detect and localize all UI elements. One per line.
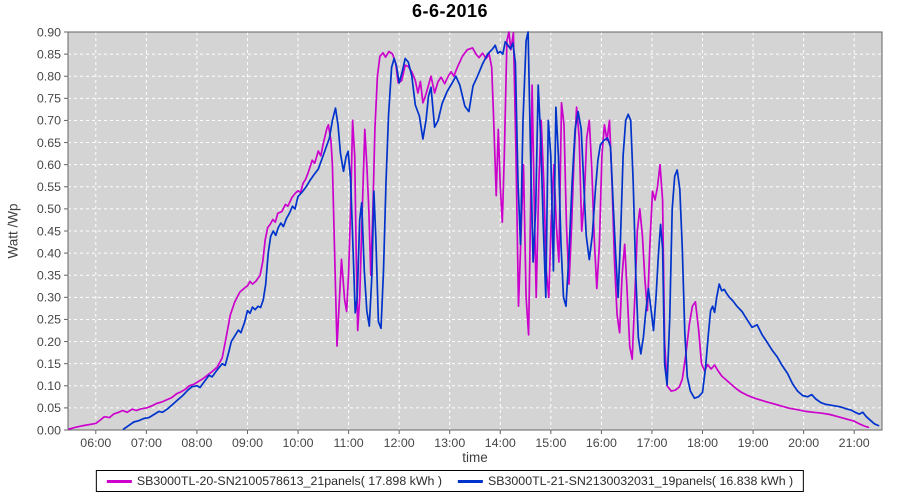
x-tick-label: 07:00 bbox=[131, 436, 162, 450]
y-tick-label: 0.40 bbox=[37, 246, 61, 260]
x-tick-label: 17:00 bbox=[636, 436, 667, 450]
y-tick-label: 0.00 bbox=[37, 423, 61, 437]
series-line-swatch-blue bbox=[458, 479, 483, 483]
y-tick-label: 0.50 bbox=[37, 202, 61, 216]
series-line-swatch-magenta bbox=[106, 479, 132, 483]
plot-border bbox=[67, 31, 883, 431]
y-tick-label: 0.85 bbox=[37, 47, 61, 61]
x-tick-label: 15:00 bbox=[535, 436, 566, 450]
x-tick-label: 18:00 bbox=[687, 436, 718, 450]
x-tick-label: 11:00 bbox=[334, 436, 364, 450]
y-tick-label: 0.55 bbox=[37, 180, 61, 194]
y-tick-label: 0.90 bbox=[37, 25, 61, 39]
y-tick-label: 0.05 bbox=[37, 401, 61, 415]
legend-label: SB3000TL-20-SN2100578613_21panels( 17.89… bbox=[136, 474, 442, 488]
x-tick-label: 08:00 bbox=[181, 436, 212, 450]
y-tick-label: 0.10 bbox=[37, 379, 61, 393]
chart-title: 6-6-2016 bbox=[411, 1, 489, 21]
x-tick-label: 21:00 bbox=[839, 436, 870, 450]
x-tick-label: 09:00 bbox=[232, 436, 263, 450]
y-tick-label: 0.75 bbox=[37, 92, 61, 106]
legend-item-sb3000tl-20: SB3000TL-20-SN2100578613_21panels( 17.89… bbox=[106, 474, 442, 488]
plot-area: 0.00 0.05 0.10 0.15 0.20 0.25 0.30 0.35 0.40 0.45… bbox=[37, 25, 883, 450]
x-tick-label: 13:00 bbox=[434, 436, 465, 450]
x-tick-label: 14:00 bbox=[485, 436, 516, 450]
x-tick-label: 10:00 bbox=[283, 436, 314, 450]
y-tick-label: 0.80 bbox=[37, 70, 61, 84]
y-tick-label: 0.25 bbox=[37, 313, 61, 327]
x-tick-label: 12:00 bbox=[384, 436, 415, 450]
legend: SB3000TL-20-SN2100578613_21panels( 17.89… bbox=[95, 470, 805, 492]
x-tick-label: 20:00 bbox=[788, 436, 819, 450]
y-tick-label: 0.65 bbox=[37, 136, 61, 150]
x-tick-label: 16:00 bbox=[586, 436, 617, 450]
x-tick-label: 19:00 bbox=[738, 436, 769, 450]
x-axis-label: time bbox=[462, 450, 488, 465]
y-axis-label: Watt /Wp bbox=[5, 203, 21, 259]
legend-label: SB3000TL-21-SN2130032031_19panels( 16.83… bbox=[488, 474, 794, 488]
y-tick-label: 0.60 bbox=[37, 158, 61, 172]
y-tick-label: 0.45 bbox=[37, 224, 61, 238]
y-tick-label: 0.20 bbox=[37, 335, 61, 349]
series-line-sb3000tl-21 bbox=[122, 31, 880, 430]
y-tick-label: 0.15 bbox=[37, 357, 61, 371]
y-tick-label: 0.35 bbox=[37, 269, 61, 283]
y-tick-label: 0.70 bbox=[37, 114, 61, 128]
legend-item-sb3000tl-21: SB3000TL-21-SN2130032031_19panels( 16.83… bbox=[458, 474, 793, 488]
x-tick-label: 06:00 bbox=[80, 436, 111, 450]
y-tick-label: 0.30 bbox=[37, 291, 61, 305]
